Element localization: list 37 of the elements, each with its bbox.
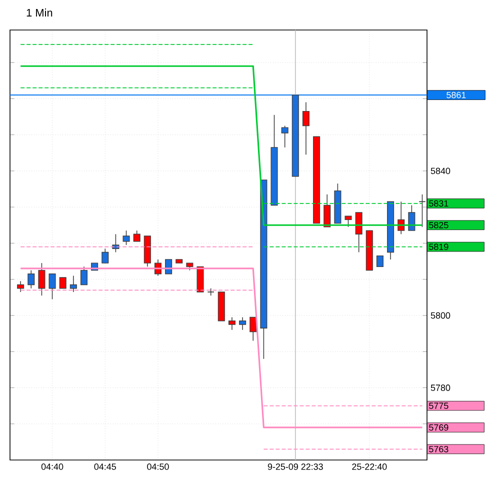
y-tick-label: 5800 [430,312,450,319]
data-label: 5763 [429,446,448,452]
chart-title: 1 Min [26,8,52,16]
candlestick [281,125,288,148]
x-tick-label: 04:40 [41,464,64,470]
candlestick [122,230,130,246]
candlestick [228,316,236,330]
candlestick [250,316,257,342]
candlestick [80,266,88,286]
data-label: 5825 [429,222,448,228]
x-tick-label: 25-22:40 [352,464,387,470]
candlestick [408,204,416,231]
candlestick [59,277,66,289]
candlestick [28,270,35,289]
candlestick [344,216,352,228]
candlestick [38,262,46,296]
candlestick [17,280,24,292]
candlestick [48,274,56,300]
data-label: 5769 [429,424,448,431]
candlestick [376,255,384,268]
data-label: 5775 [429,402,448,409]
x-tick-label: 9-25-09 22:33 [268,464,323,470]
x-tick-label: 04:50 [147,464,169,470]
candlestick [418,194,426,228]
candlestick [302,102,310,156]
candlestick [133,230,140,242]
candlestick [239,316,246,330]
candlestick [324,194,331,228]
y-tick-label: 5840 [430,168,450,174]
candlestick [102,248,109,264]
y-tick-label: 5780 [430,384,450,391]
data-label: 5819 [429,244,448,250]
x-tick-label: 04:45 [94,464,116,470]
ref-line-label: 5861 [446,92,466,98]
data-label: 5831 [429,200,448,207]
candlestick [355,212,362,253]
candlestick [70,275,77,292]
